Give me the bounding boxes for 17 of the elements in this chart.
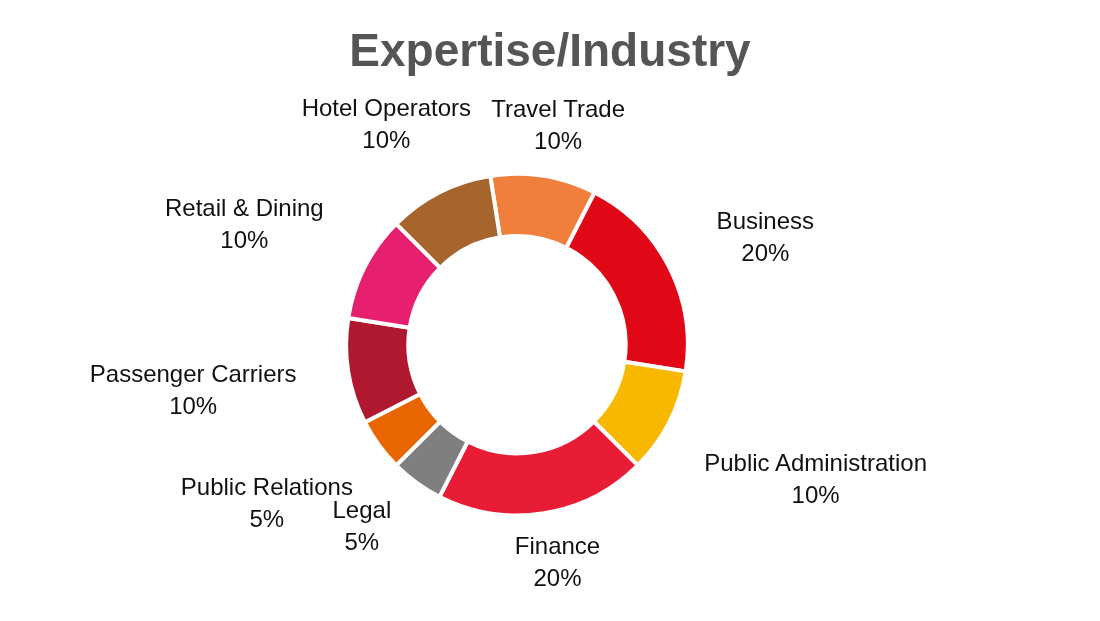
- slice-label: Travel Trade: [491, 95, 626, 123]
- slice-label: Business: [716, 206, 815, 234]
- chart-title: Expertise/Industry: [349, 24, 752, 76]
- data-label: 20%: [741, 238, 790, 266]
- data-label: 10%: [791, 481, 840, 509]
- slice-label: Finance: [514, 531, 601, 559]
- data-label: 5%: [344, 528, 380, 556]
- slice-label: Retail & Dining: [164, 194, 324, 222]
- data-label: 5%: [249, 505, 285, 533]
- data-label: 10%: [362, 126, 411, 154]
- slice-label: Hotel Operators: [301, 94, 472, 122]
- data-label: 10%: [169, 392, 218, 420]
- data-label: 10%: [534, 127, 583, 155]
- slice-label: Passenger Carriers: [89, 360, 297, 388]
- slice-label: Public Administration: [704, 449, 927, 477]
- data-label: 20%: [533, 563, 582, 591]
- data-label: 10%: [220, 226, 269, 254]
